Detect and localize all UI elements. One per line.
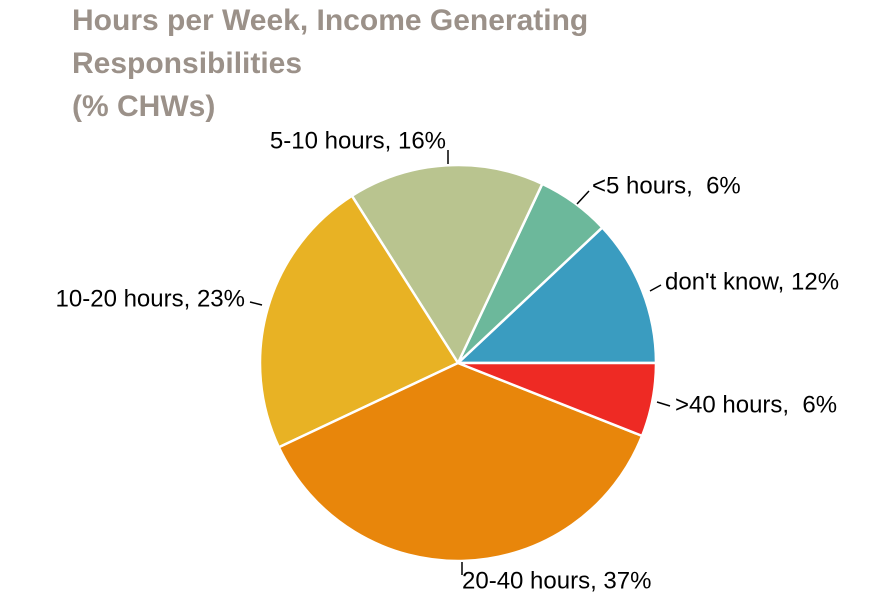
leader-line xyxy=(656,401,671,407)
chart-title: Hours per Week, Income Generating xyxy=(72,4,588,37)
pie-slice xyxy=(350,163,544,366)
data-label: 20-40 hours, 37% xyxy=(462,567,651,594)
leader-line xyxy=(249,301,263,306)
pie-slice xyxy=(454,225,658,365)
chart-title: (% CHWs) xyxy=(72,90,215,123)
pie-slice xyxy=(258,194,460,449)
data-label: 10-20 hours, 23% xyxy=(56,285,245,312)
pie-slice xyxy=(457,361,658,438)
data-label: >40 hours, 6% xyxy=(675,391,837,418)
leader-line xyxy=(649,284,662,292)
chart-title: Responsibilities xyxy=(72,47,302,80)
data-label: 5-10 hours, 16% xyxy=(270,127,446,154)
pie-slice xyxy=(277,361,644,563)
data-label: <5 hours, 6% xyxy=(592,172,741,199)
leader-line xyxy=(576,190,590,205)
data-label: don't know, 12% xyxy=(665,268,839,295)
